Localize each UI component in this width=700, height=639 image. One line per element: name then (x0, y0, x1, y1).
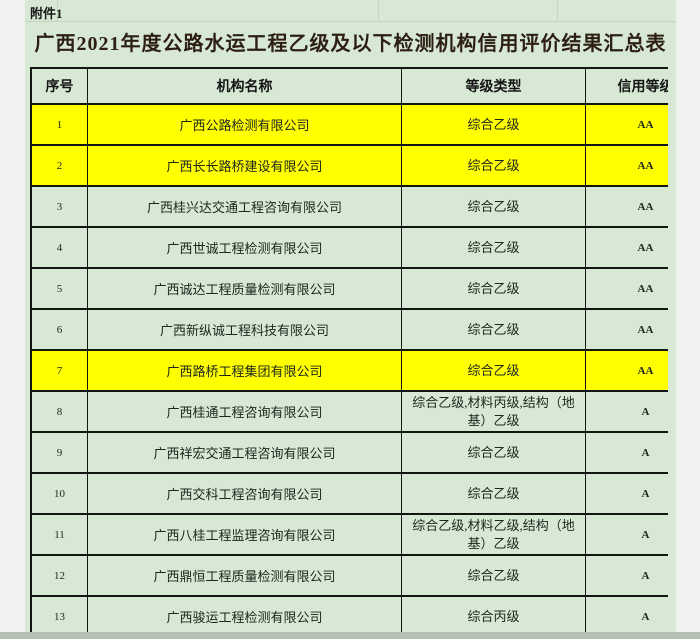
cell-credit-rating: A (585, 595, 668, 632)
cell-grade-type: 综合丙级 (401, 595, 586, 632)
cell-serial-number: 3 (30, 185, 88, 228)
cell-serial-number: 1 (30, 103, 88, 146)
cell-credit-rating: AA (585, 349, 668, 392)
cell-serial-number: 12 (30, 554, 88, 597)
cell-institution-name: 广西长长路桥建设有限公司 (87, 144, 402, 187)
cell-institution-name: 广西桂通工程咨询有限公司 (87, 390, 402, 433)
table-header: 序号 机构名称 等级类型 信用等级 (30, 67, 668, 105)
cell-serial-number: 11 (30, 513, 88, 556)
page-title: 广西2021年度公路水运工程乙级及以下检测机构信用评价结果汇总表 (34, 33, 667, 55)
cell-grade-type: 综合乙级 (401, 144, 586, 187)
table-row: 6 广西新纵诚工程科技有限公司 综合乙级 AA (30, 308, 668, 351)
table-row: 9 广西祥宏交通工程咨询有限公司 综合乙级 A (30, 431, 668, 474)
cell-grade-type: 综合乙级,材料丙级,结构（地基）乙级 (401, 390, 586, 433)
cell-credit-rating: AA (585, 103, 668, 146)
cell-serial-number: 10 (30, 472, 88, 515)
column-header-name: 机构名称 (87, 67, 402, 105)
cell-institution-name: 广西路桥工程集团有限公司 (87, 349, 402, 392)
cell-grade-type: 综合乙级 (401, 267, 586, 310)
table-row: 7 广西路桥工程集团有限公司 综合乙级 AA (30, 349, 668, 392)
cell-grade-type: 综合乙级 (401, 185, 586, 228)
cell-institution-name: 广西诚达工程质量检测有限公司 (87, 267, 402, 310)
column-header-no: 序号 (30, 67, 88, 105)
cell-serial-number: 9 (30, 431, 88, 474)
cell-credit-rating: AA (585, 144, 668, 187)
cell-institution-name: 广西桂兴达交通工程咨询有限公司 (87, 185, 402, 228)
cell-credit-rating: A (585, 554, 668, 597)
cell-grade-type: 综合乙级 (401, 472, 586, 515)
header-row: 序号 机构名称 等级类型 信用等级 (30, 67, 668, 105)
cell-grade-type: 综合乙级,材料乙级,结构（地基）乙级 (401, 513, 586, 556)
cell-credit-rating: A (585, 390, 668, 433)
cell-grade-type: 综合乙级 (401, 226, 586, 269)
table-row: 10 广西交科工程咨询有限公司 综合乙级 A (30, 472, 668, 515)
table-row: 8 广西桂通工程咨询有限公司 综合乙级,材料丙级,结构（地基）乙级 A (30, 390, 668, 433)
cell-serial-number: 13 (30, 595, 88, 632)
cell-credit-rating: A (585, 513, 668, 556)
table-row: 2 广西长长路桥建设有限公司 综合乙级 AA (30, 144, 668, 187)
results-table: 序号 机构名称 等级类型 信用等级 1 广西公路检测有限公司 综合乙级 AA 2… (30, 67, 668, 632)
cell-serial-number: 2 (30, 144, 88, 187)
table-row: 13 广西骏运工程检测有限公司 综合丙级 A (30, 595, 668, 632)
cell-institution-name: 广西祥宏交通工程咨询有限公司 (87, 431, 402, 474)
table-row: 4 广西世诚工程检测有限公司 综合乙级 AA (30, 226, 668, 269)
cell-serial-number: 8 (30, 390, 88, 433)
cell-credit-rating: AA (585, 267, 668, 310)
table-row: 3 广西桂兴达交通工程咨询有限公司 综合乙级 AA (30, 185, 668, 228)
column-header-credit: 信用等级 (585, 67, 668, 105)
cell-serial-number: 7 (30, 349, 88, 392)
table-row: 1 广西公路检测有限公司 综合乙级 AA (30, 103, 668, 146)
cell-institution-name: 广西八桂工程监理咨询有限公司 (87, 513, 402, 556)
column-header-grade-type: 等级类型 (401, 67, 586, 105)
cell-credit-rating: A (585, 472, 668, 515)
gridline-horizontal (25, 21, 676, 22)
table-row: 11 广西八桂工程监理咨询有限公司 综合乙级,材料乙级,结构（地基）乙级 A (30, 513, 668, 556)
cell-institution-name: 广西公路检测有限公司 (87, 103, 402, 146)
cell-grade-type: 综合乙级 (401, 103, 586, 146)
table-row: 5 广西诚达工程质量检测有限公司 综合乙级 AA (30, 267, 668, 310)
cell-credit-rating: A (585, 431, 668, 474)
cell-institution-name: 广西鼎恒工程质量检测有限公司 (87, 554, 402, 597)
table-row: 12 广西鼎恒工程质量检测有限公司 综合乙级 A (30, 554, 668, 597)
cell-grade-type: 综合乙级 (401, 349, 586, 392)
gridline-vertical-1 (57, 0, 58, 21)
cell-credit-rating: AA (585, 226, 668, 269)
results-table-container: 序号 机构名称 等级类型 信用等级 1 广西公路检测有限公司 综合乙级 AA 2… (30, 67, 668, 632)
cell-grade-type: 综合乙级 (401, 431, 586, 474)
cell-serial-number: 5 (30, 267, 88, 310)
cell-credit-rating: AA (585, 308, 668, 351)
results-table-body: 1 广西公路检测有限公司 综合乙级 AA 2 广西长长路桥建设有限公司 综合乙级… (30, 103, 668, 632)
cell-institution-name: 广西新纵诚工程科技有限公司 (87, 308, 402, 351)
cell-credit-rating: AA (585, 185, 668, 228)
cell-grade-type: 综合乙级 (401, 554, 586, 597)
cell-serial-number: 6 (30, 308, 88, 351)
cell-serial-number: 4 (30, 226, 88, 269)
attachment-label: 附件1 (30, 6, 63, 21)
cell-institution-name: 广西世诚工程检测有限公司 (87, 226, 402, 269)
bottom-edge-strip (0, 632, 700, 639)
cell-institution-name: 广西交科工程咨询有限公司 (87, 472, 402, 515)
cell-institution-name: 广西骏运工程检测有限公司 (87, 595, 402, 632)
gridline-vertical-2 (378, 0, 379, 21)
gridline-vertical-3 (557, 0, 558, 21)
cell-grade-type: 综合乙级 (401, 308, 586, 351)
